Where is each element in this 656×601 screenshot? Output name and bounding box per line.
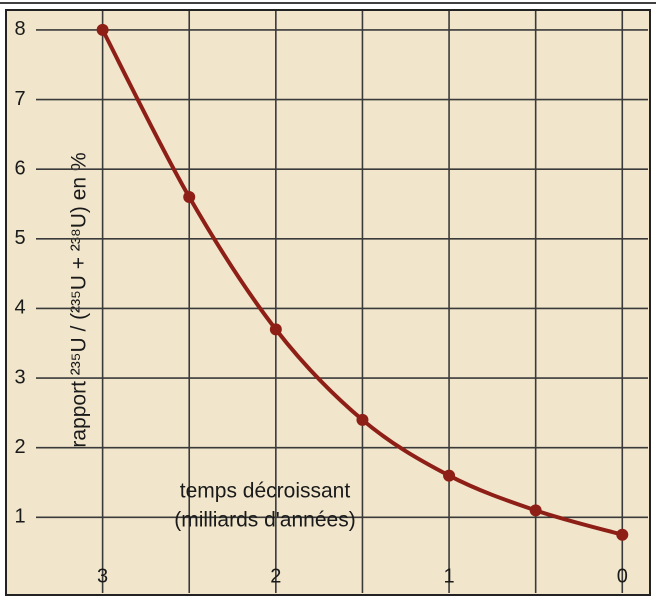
data-point	[269, 323, 282, 336]
y-tick-label: 2	[14, 436, 25, 458]
x-tick-label: 1	[443, 565, 454, 587]
data-point	[96, 23, 109, 36]
data-point	[183, 191, 196, 204]
y-tick-label: 4	[14, 297, 25, 319]
y-tick-label: 8	[14, 18, 25, 40]
y-tick-label: 3	[14, 366, 25, 388]
data-point	[616, 528, 629, 541]
plot-background	[5, 9, 651, 596]
y-tick-label: 6	[14, 157, 25, 179]
data-point	[356, 413, 369, 426]
x-tick-label: 2	[270, 565, 281, 587]
data-point	[529, 504, 542, 517]
x-tick-label: 0	[617, 565, 628, 587]
curve	[100, 28, 623, 537]
annotation: temps décroissant	[180, 480, 351, 503]
y-tick-label: 5	[14, 227, 25, 249]
y-tick-label: 1	[14, 506, 25, 528]
y-axis-label: rapport ²³⁵U / (²³⁵U + ²³⁸U) en %	[68, 152, 91, 447]
annotation: (milliards d'années)	[174, 509, 355, 532]
x-tick-label: 3	[97, 565, 108, 587]
y-tick-label: 7	[14, 88, 25, 110]
data-point	[443, 469, 456, 482]
